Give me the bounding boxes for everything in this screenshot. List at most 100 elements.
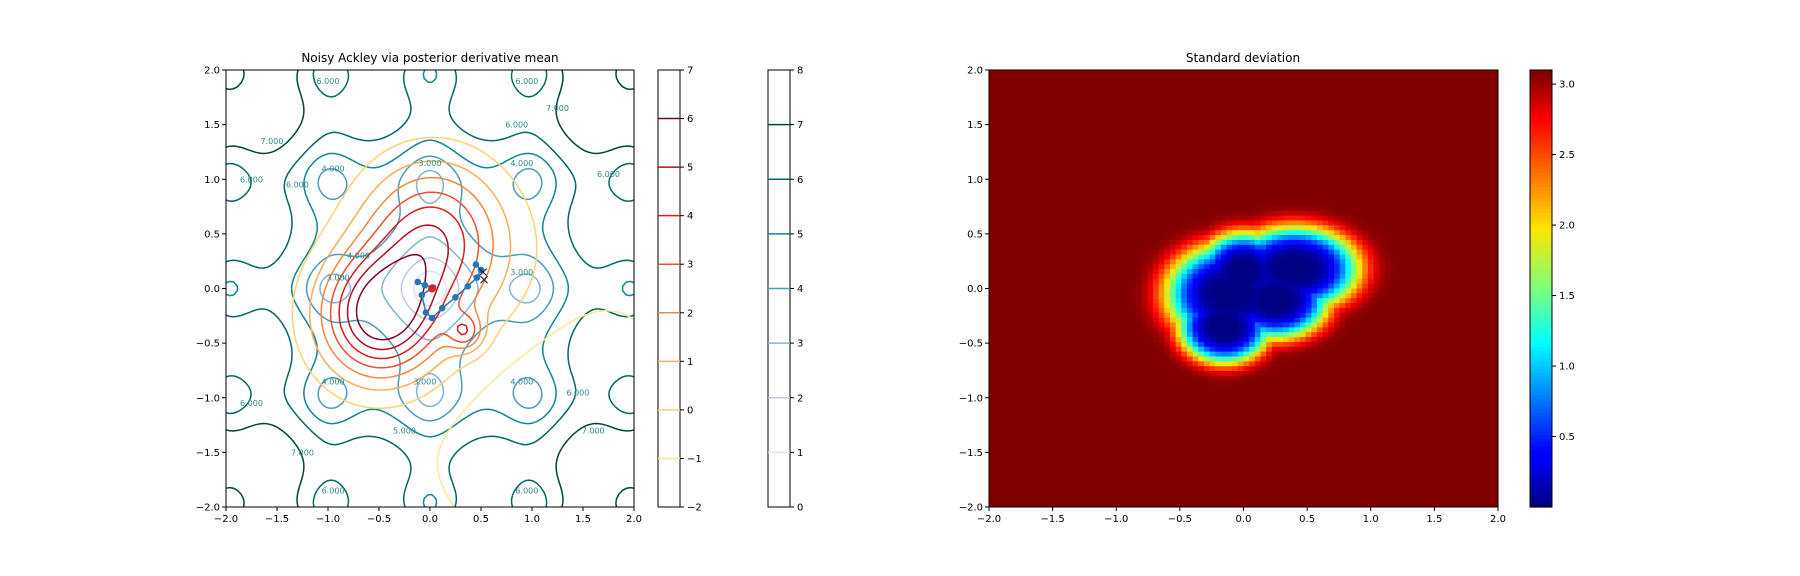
heatmap-cell xyxy=(1000,327,1007,333)
heatmap-cell xyxy=(1000,312,1007,319)
heatmap-cell xyxy=(1090,191,1097,197)
heatmap-cell xyxy=(1022,186,1029,192)
heatmap-cell xyxy=(1305,249,1312,255)
heatmap-cell xyxy=(1345,239,1352,246)
heatmap-cell xyxy=(1492,210,1498,217)
heatmap-cell xyxy=(1102,191,1109,197)
heatmap-cell xyxy=(1492,293,1498,299)
heatmap-cell xyxy=(1085,278,1092,285)
heatmap-cell xyxy=(1452,201,1459,207)
heatmap-cell xyxy=(1068,137,1075,144)
heatmap-cell xyxy=(1209,162,1216,168)
heatmap-cell xyxy=(1136,327,1143,333)
heatmap-cell xyxy=(1124,254,1131,260)
heatmap-cell xyxy=(1039,118,1046,124)
heatmap-cell xyxy=(1407,79,1414,85)
heatmap-cell xyxy=(1226,278,1233,285)
heatmap-cell xyxy=(1113,181,1120,187)
heatmap-cell xyxy=(1254,201,1261,207)
heatmap-cell xyxy=(1413,123,1420,129)
heatmap-cell xyxy=(1096,74,1103,81)
heatmap-cell xyxy=(1418,210,1425,217)
heatmap-cell xyxy=(1226,317,1233,323)
heatmap-cell xyxy=(1288,205,1295,212)
heatmap-cell xyxy=(1056,239,1063,246)
heatmap-cell xyxy=(1266,307,1273,314)
heatmap-cell xyxy=(1475,298,1482,304)
heatmap-cell xyxy=(1039,235,1046,241)
path-point xyxy=(473,274,481,281)
heatmap-cell xyxy=(1096,157,1103,163)
heatmap-cell xyxy=(1271,215,1278,221)
heatmap-cell xyxy=(1028,142,1035,149)
heatmap-cell xyxy=(1390,244,1397,251)
heatmap-cell xyxy=(1124,94,1131,100)
heatmap-cell xyxy=(1481,176,1488,183)
heatmap-cell xyxy=(1079,99,1086,105)
heatmap-cell xyxy=(1102,152,1109,158)
heatmap-cell xyxy=(1254,298,1261,304)
heatmap-cell xyxy=(1464,254,1471,260)
heatmap-cell xyxy=(1452,74,1459,81)
heatmap-cell xyxy=(1045,196,1052,202)
heatmap-cell xyxy=(1249,259,1256,265)
heatmap-cell xyxy=(1345,94,1352,100)
heatmap-cell xyxy=(1339,210,1346,217)
heatmap-cell xyxy=(1469,99,1476,105)
heatmap-cell xyxy=(1158,317,1165,323)
heatmap-cell xyxy=(1113,293,1120,299)
heatmap-cell xyxy=(1056,191,1063,197)
heatmap-cell xyxy=(1124,108,1131,115)
heatmap-cell xyxy=(1119,94,1126,100)
heatmap-cell xyxy=(1232,317,1239,323)
heatmap-cell xyxy=(1333,84,1341,90)
heatmap-cell xyxy=(1186,273,1193,280)
heatmap-cell xyxy=(1424,298,1431,304)
heatmap-cell xyxy=(1062,254,1069,260)
heatmap-cell xyxy=(1141,162,1148,168)
heatmap-cell xyxy=(1005,133,1013,139)
heatmap-cell xyxy=(1073,278,1080,285)
heatmap-cell xyxy=(1051,157,1058,163)
heatmap-cell xyxy=(1000,210,1007,217)
heatmap-cell xyxy=(1090,142,1097,149)
heatmap-cell xyxy=(1254,259,1261,265)
heatmap-cell xyxy=(1113,74,1120,81)
heatmap-cell xyxy=(1062,99,1069,105)
heatmap-cell xyxy=(1011,108,1018,115)
heatmap-cell xyxy=(1119,70,1126,76)
heatmap-cell xyxy=(1164,244,1171,251)
heatmap-cell xyxy=(1481,215,1488,221)
heatmap-cell xyxy=(1017,133,1024,139)
heatmap-cell xyxy=(1158,220,1165,226)
heatmap-cell xyxy=(1430,249,1437,255)
heatmap-cell xyxy=(1175,113,1182,119)
heatmap-cell xyxy=(1186,264,1193,270)
heatmap-cell xyxy=(1215,84,1222,90)
heatmap-cell xyxy=(1249,79,1256,85)
heatmap-cell xyxy=(1079,215,1086,221)
heatmap-cell xyxy=(1226,283,1233,289)
heatmap-cell xyxy=(1220,264,1227,270)
heatmap-cell xyxy=(1492,79,1498,85)
heatmap-cell xyxy=(1249,278,1256,285)
heatmap-cell xyxy=(1028,235,1035,241)
heatmap-cell xyxy=(1000,84,1007,90)
heatmap-cell xyxy=(1073,312,1080,319)
heatmap-cell xyxy=(1119,283,1126,289)
heatmap-cell xyxy=(994,94,1001,100)
heatmap-cell xyxy=(1441,89,1448,95)
heatmap-cell xyxy=(1288,307,1295,314)
heatmap-cell xyxy=(1328,239,1335,246)
heatmap-cell xyxy=(1175,239,1182,246)
heatmap-cell xyxy=(1119,123,1126,129)
heatmap-cell xyxy=(1045,123,1052,129)
heatmap-cell xyxy=(1447,162,1454,168)
heatmap-cell xyxy=(1107,113,1114,119)
heatmap-cell xyxy=(1407,89,1414,95)
heatmap-cell xyxy=(1102,312,1109,319)
heatmap-cell xyxy=(1000,317,1007,323)
heatmap-cell xyxy=(1169,123,1177,129)
heatmap-cell xyxy=(1085,79,1092,85)
heatmap-cell xyxy=(1011,128,1018,134)
